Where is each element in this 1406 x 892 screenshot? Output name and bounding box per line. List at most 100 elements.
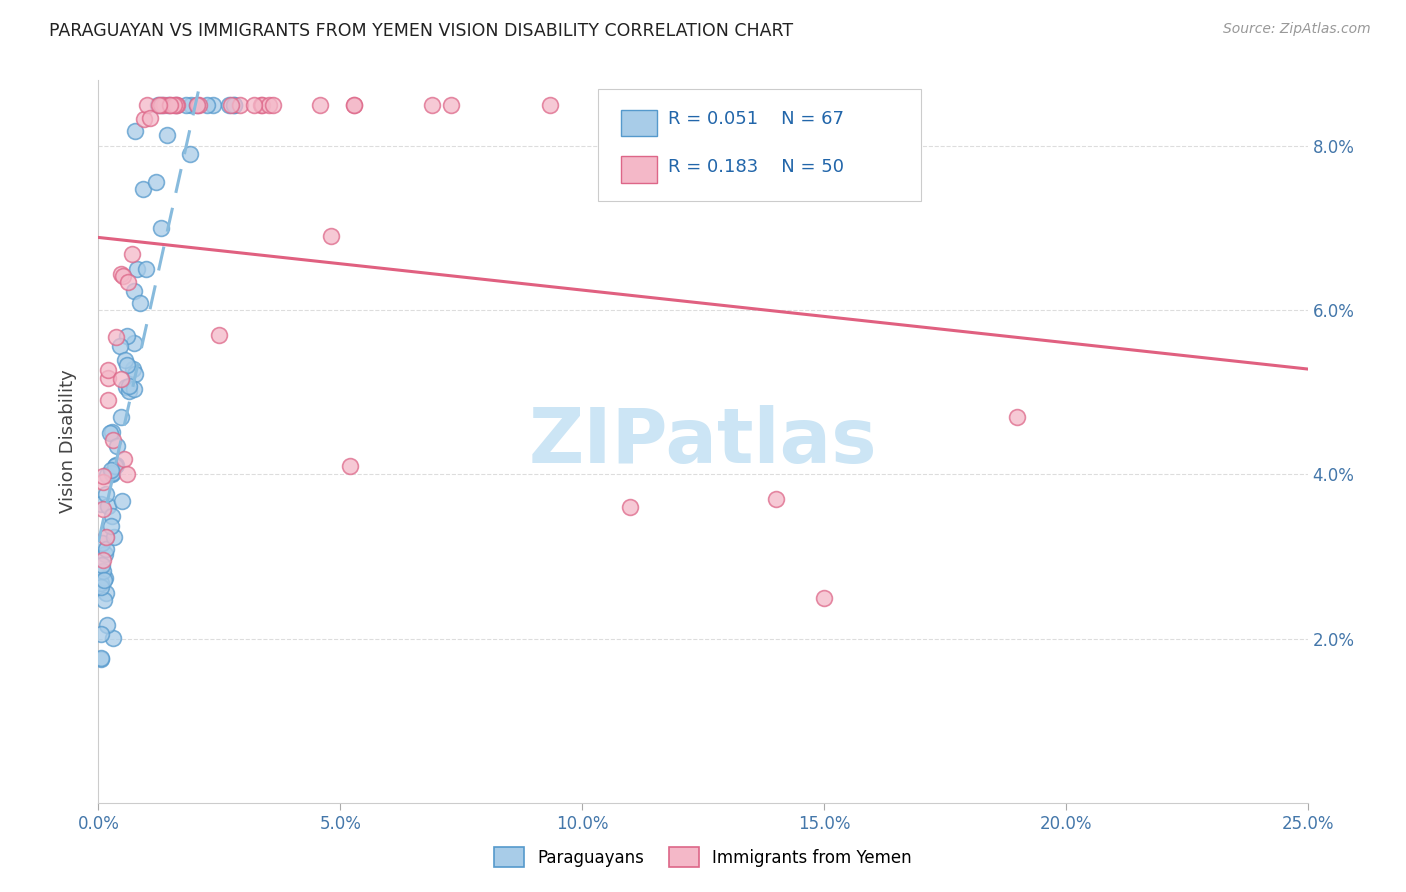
Point: [101, 631, 124, 645]
Point: [91, 468, 114, 483]
Point: [343, 98, 366, 112]
Point: [179, 147, 201, 161]
Text: R = 0.183    N = 50: R = 0.183 N = 50: [668, 158, 844, 176]
Point: [339, 459, 361, 474]
Point: [107, 439, 129, 453]
Point: [97, 392, 120, 407]
Point: [122, 284, 145, 298]
Point: [319, 229, 342, 244]
Point: [135, 262, 157, 277]
Point: [208, 327, 231, 342]
Point: [150, 98, 173, 112]
Text: ZIPatlas: ZIPatlas: [529, 405, 877, 478]
Point: [252, 98, 274, 112]
Point: [153, 98, 176, 112]
Point: [129, 296, 152, 310]
Point: [96, 530, 118, 544]
Point: [112, 451, 135, 466]
Point: [97, 499, 120, 513]
Point: [110, 372, 132, 386]
Point: [96, 530, 118, 544]
Point: [90, 651, 112, 665]
Point: [93, 593, 115, 607]
Point: [101, 466, 124, 480]
Point: [90, 580, 112, 594]
Point: [150, 221, 173, 235]
Point: [118, 379, 141, 393]
Point: [122, 336, 145, 351]
Point: [115, 379, 138, 393]
Point: [165, 98, 187, 112]
Text: PARAGUAYAN VS IMMIGRANTS FROM YEMEN VISION DISABILITY CORRELATION CHART: PARAGUAYAN VS IMMIGRANTS FROM YEMEN VISI…: [49, 22, 793, 40]
Point: [1007, 409, 1029, 424]
Point: [117, 276, 139, 290]
Point: [257, 98, 280, 112]
Point: [249, 98, 271, 112]
Point: [156, 128, 179, 142]
Point: [97, 363, 120, 377]
Point: [91, 558, 114, 572]
Point: [124, 124, 146, 138]
Point: [166, 98, 188, 112]
Point: [96, 468, 118, 483]
Point: [91, 552, 114, 566]
Point: [187, 98, 209, 112]
Point: [105, 458, 128, 473]
Point: [101, 508, 124, 523]
Point: [765, 491, 787, 506]
Point: [127, 262, 149, 277]
Point: [619, 500, 641, 515]
Point: [90, 497, 112, 511]
Point: [100, 518, 122, 533]
Point: [94, 487, 117, 501]
Point: [262, 98, 284, 112]
Point: [90, 650, 112, 665]
Point: [115, 358, 138, 372]
Point: [110, 338, 132, 352]
Legend: Paraguayans, Immigrants from Yemen: Paraguayans, Immigrants from Yemen: [488, 840, 918, 874]
Point: [122, 362, 145, 376]
Point: [186, 98, 208, 112]
Point: [186, 98, 208, 112]
Point: [159, 98, 181, 112]
Text: Source: ZipAtlas.com: Source: ZipAtlas.com: [1223, 22, 1371, 37]
Point: [110, 410, 132, 425]
Point: [180, 98, 202, 112]
Point: [93, 564, 115, 578]
Point: [90, 575, 112, 590]
Point: [138, 112, 160, 126]
Point: [121, 247, 143, 261]
Point: [195, 98, 218, 112]
Point: [219, 98, 242, 112]
Point: [103, 529, 125, 543]
Point: [440, 98, 463, 112]
Point: [136, 98, 159, 112]
Point: [218, 98, 240, 112]
Point: [538, 98, 561, 112]
Point: [94, 547, 117, 561]
Point: [115, 467, 138, 482]
Point: [96, 541, 118, 556]
Point: [420, 98, 443, 112]
Point: [114, 352, 136, 367]
Point: [104, 458, 127, 473]
Point: [146, 98, 169, 112]
Point: [111, 494, 134, 508]
Point: [156, 98, 179, 112]
Point: [150, 98, 173, 112]
Point: [115, 329, 138, 343]
Point: [100, 463, 122, 477]
Point: [222, 98, 245, 112]
Point: [105, 330, 128, 344]
Point: [174, 98, 197, 112]
Point: [110, 267, 132, 281]
Point: [222, 98, 245, 112]
Point: [91, 475, 114, 489]
Point: [91, 535, 114, 549]
Point: [90, 626, 112, 640]
Point: [134, 112, 156, 126]
Point: [132, 182, 155, 196]
Point: [93, 573, 115, 587]
Point: [122, 382, 145, 396]
Point: [97, 370, 120, 384]
